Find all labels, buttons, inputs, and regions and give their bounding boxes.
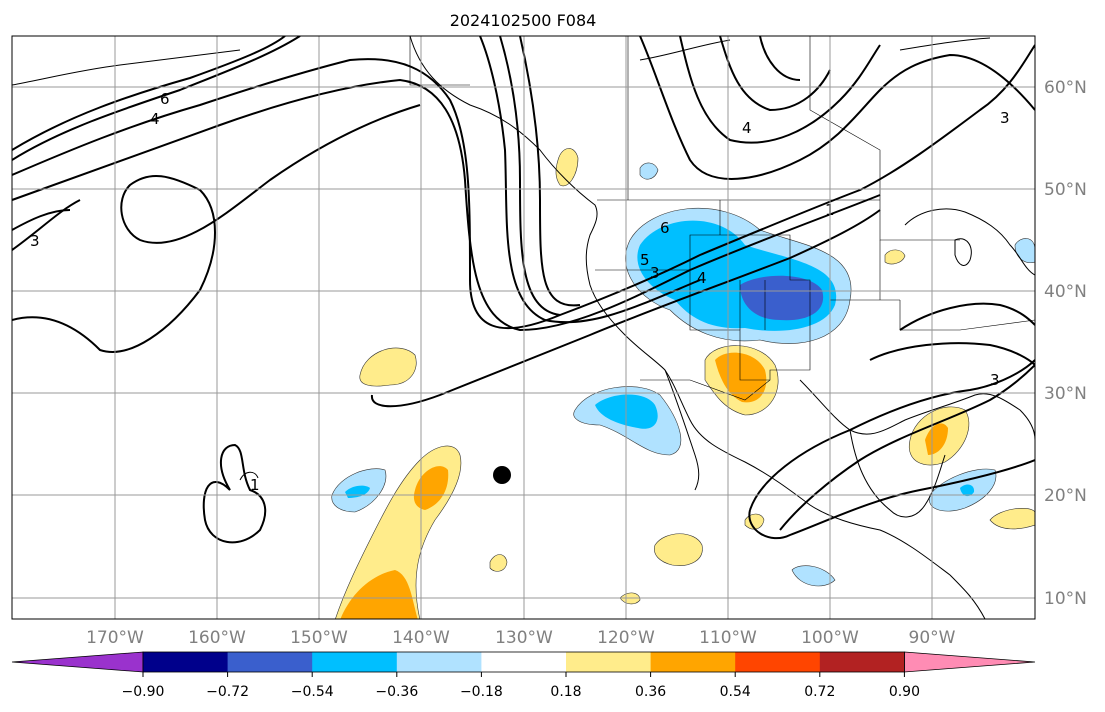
lon-label: 150°W [290,628,348,648]
map-frame [11,35,1036,620]
lat-label: 60°N [1044,78,1087,98]
longitude-labels: 170°W 160°W 150°W 140°W 130°W 120°W 110°… [86,628,956,648]
colorbar: −0.90 −0.72 −0.54 −0.36 −0.18 0.18 0.36 0.54 0.7… [11,651,1036,700]
colorbar-extend-max [904,651,1036,673]
contour-label: 1 [250,476,260,494]
colorbar-outline [142,651,905,673]
lat-label: 30°N [1044,384,1087,404]
contour-label: 3 [30,232,40,250]
colorbar-tick-label: −0.90 [122,684,165,700]
colorbar-bin [566,652,652,672]
contour-labels: 6 4 3 4 3 1 6 5 3 4 1 3 [30,90,1010,494]
colorbar-bin [143,652,229,672]
colorbar-bin [735,652,821,672]
lat-label: 10°N [1044,589,1087,609]
colorbar-bin [650,652,736,672]
map-title: 2024102500 F084 [450,11,597,30]
lat-label: 40°N [1044,282,1087,302]
lon-label: 140°W [392,628,450,648]
lon-label: 90°W [909,628,956,648]
lat-label: 50°N [1044,180,1087,200]
colorbar-tick-label: 0.54 [720,684,751,700]
colorbar-tick-label: −0.54 [291,684,334,700]
contour-label: 3 [1000,109,1010,127]
contour-label: 3 [650,264,660,282]
colorbar-tick-label: 0.90 [889,684,920,700]
lon-label: 110°W [699,628,757,648]
contour-label: 5 [640,251,650,269]
contour-label: 4 [697,269,707,287]
colorbar-bin [396,652,482,672]
contour-label: 3 [990,371,1000,389]
colorbar-tick-label: 0.18 [550,684,581,700]
colorbar-tick-label: −0.36 [375,684,418,700]
political-borders [409,36,1035,401]
latitude-labels: 60°N 50°N 40°N 30°N 20°N 10°N [1044,78,1087,609]
contour-label: 6 [160,90,170,108]
gridlines [12,36,1035,619]
lon-label: 100°W [801,628,859,648]
colorbar-extend-min [11,651,144,673]
colorbar-tick-label: −0.72 [206,684,249,700]
colorbar-tick-label: −0.18 [460,684,503,700]
lat-label: 20°N [1044,486,1087,506]
lon-label: 120°W [597,628,655,648]
lon-label: 130°W [495,628,553,648]
storm-center-dot [493,466,511,484]
colorbar-tick-label: 0.36 [635,684,666,700]
contour-label: 4 [150,110,160,128]
colorbar-bin [227,652,313,672]
contour-label: 4 [742,119,752,137]
height-contours [12,36,1035,544]
lon-label: 160°W [188,628,246,648]
colorbar-tick-label: 0.72 [804,684,835,700]
contour-label: 6 [660,219,670,237]
colorbar-bin [481,652,567,672]
coastlines [12,36,1035,619]
colorbar-bin [819,652,905,672]
colorbar-bin [312,652,398,672]
lon-label: 170°W [86,628,144,648]
